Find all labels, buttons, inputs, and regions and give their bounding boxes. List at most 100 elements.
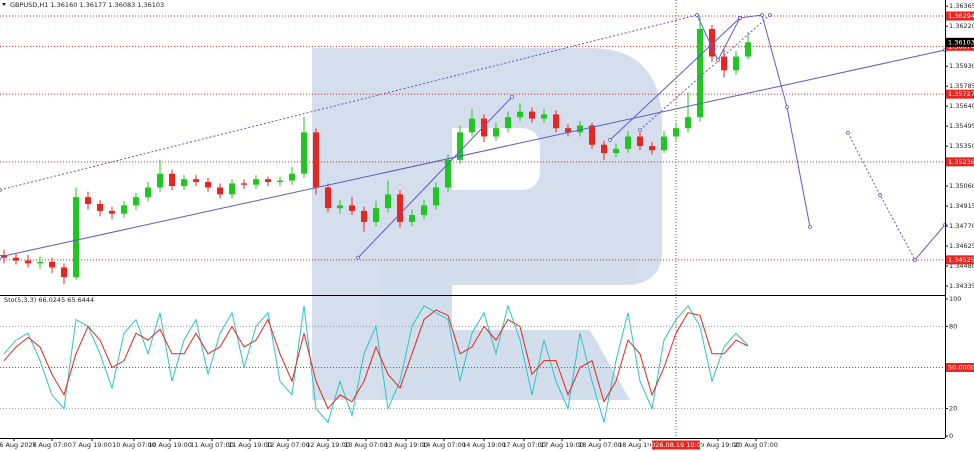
candle-body bbox=[157, 173, 163, 188]
candle-body bbox=[409, 215, 415, 222]
watermark bbox=[312, 48, 662, 400]
x-tick-label: 14 Aug 19:00 bbox=[462, 441, 506, 449]
x-tick-label: 10 Aug 19:00 bbox=[148, 441, 192, 449]
trend-line bbox=[357, 96, 513, 259]
x-tick-label: 11 Aug 07:00 bbox=[190, 441, 234, 449]
candle-body bbox=[73, 197, 79, 278]
candle-body bbox=[277, 180, 283, 182]
candle-body bbox=[481, 118, 487, 137]
level-label-box bbox=[946, 11, 974, 21]
y-tick-label: 1.35640 bbox=[949, 102, 974, 110]
x-tick-label: 11 Aug 19:00 bbox=[228, 441, 272, 449]
trend-point bbox=[913, 257, 917, 262]
x-tick-label: 13 Aug 07:00 bbox=[344, 441, 388, 449]
candle-body bbox=[349, 205, 355, 211]
y-tick-label: 1.35495 bbox=[949, 122, 974, 130]
candle-body bbox=[385, 194, 391, 209]
trend-line bbox=[639, 14, 771, 131]
candle-body bbox=[121, 205, 127, 214]
candle-body bbox=[205, 181, 211, 188]
trend-point bbox=[638, 127, 642, 132]
level-label: 1.35236 bbox=[948, 158, 974, 166]
y-tick-label: 1.34915 bbox=[949, 202, 974, 210]
level-label: 1.36294 bbox=[948, 12, 974, 20]
stoch-line bbox=[3, 309, 749, 410]
stoch-line bbox=[3, 304, 749, 424]
trend-point bbox=[0, 188, 2, 192]
y-tick-label: 1.35350 bbox=[949, 142, 974, 150]
header-arrow bbox=[2, 3, 6, 6]
candle-body bbox=[673, 128, 679, 137]
trend-point bbox=[716, 58, 720, 62]
trend-line bbox=[609, 17, 741, 141]
candle-body bbox=[541, 114, 547, 119]
trend-point bbox=[785, 105, 789, 109]
candle-body bbox=[37, 261, 43, 264]
x-tick-label: 19 Aug 19:00 bbox=[696, 441, 740, 449]
candle-body bbox=[589, 125, 595, 145]
trend-point bbox=[738, 16, 742, 20]
candle-body bbox=[25, 260, 31, 264]
candle-body bbox=[313, 132, 319, 188]
candle-body bbox=[493, 128, 499, 137]
candle-body bbox=[661, 136, 667, 151]
x-tick-label: 10 Aug 07:00 bbox=[112, 441, 156, 449]
trend-point bbox=[608, 138, 612, 142]
candle-body bbox=[181, 179, 187, 187]
watermark-letter bbox=[312, 48, 662, 400]
y-tick-label: 1.35060 bbox=[949, 182, 974, 190]
stoch-tick-label: 20 bbox=[949, 405, 957, 413]
candle-body bbox=[517, 111, 523, 118]
plot bbox=[0, 0, 947, 436]
stoch-mid-label-box bbox=[946, 363, 974, 372]
candle-body bbox=[457, 132, 463, 160]
candle-body bbox=[577, 125, 583, 133]
candle-body bbox=[529, 111, 535, 119]
candle-body bbox=[745, 42, 751, 57]
y-tick-label: 1.35930 bbox=[949, 62, 974, 70]
candle-body bbox=[361, 210, 367, 222]
candle-body bbox=[265, 179, 271, 182]
trend-point bbox=[846, 130, 850, 135]
candle-body bbox=[109, 210, 115, 214]
level-label-box bbox=[946, 157, 974, 167]
trend-point bbox=[808, 225, 812, 229]
level-label-box bbox=[946, 89, 974, 99]
candle-body bbox=[169, 173, 175, 187]
trend-point bbox=[695, 13, 699, 17]
x-tick-label: 12 Aug 07:00 bbox=[266, 441, 310, 449]
candle-body bbox=[217, 187, 223, 195]
trend-point bbox=[0, 254, 2, 259]
chart-header: GBPUSD,H1 1.36160 1.36177 1.36083 1.3610… bbox=[10, 1, 164, 9]
candle-body bbox=[469, 118, 475, 133]
trend-point bbox=[768, 13, 772, 17]
x-tick-label: 20 Aug 07:00 bbox=[734, 441, 778, 449]
last-price-box bbox=[946, 37, 974, 47]
trend-point bbox=[356, 255, 360, 260]
y-tick-label: 1.34625 bbox=[949, 242, 974, 250]
x-tick-label: 14 Aug 07:00 bbox=[422, 441, 466, 449]
candle-body bbox=[85, 197, 91, 205]
x-tick-label: 18 Aug 19:00 bbox=[618, 441, 662, 449]
trend-point bbox=[510, 95, 514, 99]
x-tick-label: 18 Aug 07:00 bbox=[578, 441, 622, 449]
candle-body bbox=[421, 205, 427, 216]
trend-point bbox=[760, 13, 764, 17]
candle-body bbox=[145, 187, 151, 198]
y-tick-label: 1.36220 bbox=[949, 22, 974, 30]
trend-line bbox=[696, 14, 811, 227]
candle-body bbox=[637, 136, 643, 147]
x-tick-label: 7 Aug 07:00 bbox=[32, 441, 72, 449]
candle-body bbox=[697, 28, 703, 118]
candle-body bbox=[505, 117, 511, 129]
candle-body bbox=[241, 183, 247, 185]
candle-body bbox=[61, 267, 67, 278]
candle-body bbox=[397, 194, 403, 222]
candle-body bbox=[685, 117, 691, 129]
stoch-tick-label: 100 bbox=[949, 295, 961, 303]
candle-body bbox=[625, 136, 631, 149]
candle-body bbox=[97, 204, 103, 211]
level-label: 1.34525 bbox=[948, 256, 974, 264]
candle-body bbox=[733, 56, 739, 71]
